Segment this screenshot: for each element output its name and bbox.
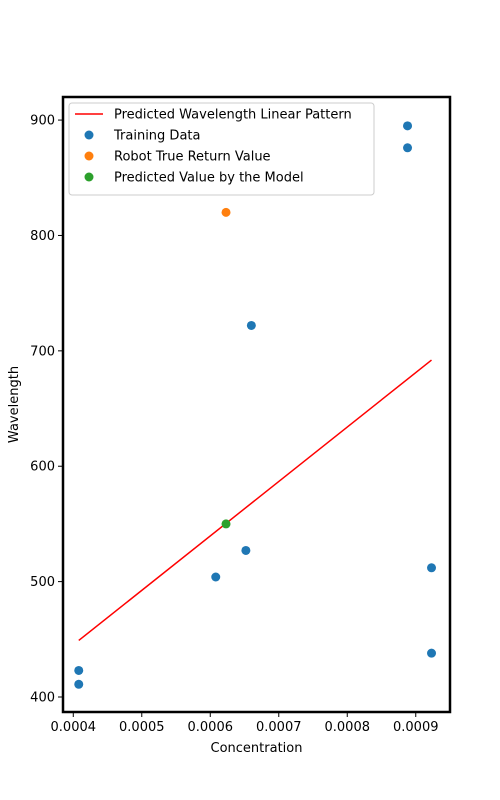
legend-entry-2: Robot True Return Value — [114, 150, 271, 165]
legend: Predicted Wavelength Linear Pattern Train… — [68, 102, 375, 196]
data-point-3-0 — [221, 519, 231, 529]
legend-entry-1: Training Data — [113, 129, 200, 144]
plot-frame — [61, 95, 452, 714]
data-point-1-3 — [241, 545, 251, 555]
x-tick-label: 0.0006 — [188, 720, 234, 735]
data-point-2-0 — [221, 207, 231, 217]
legend-swatch-3 — [84, 172, 94, 182]
x-tick-label: 0.0004 — [51, 720, 97, 735]
data-point-1-1 — [74, 679, 84, 689]
x-axis-ticks: 0.0004 0.0005 0.0006 0.0007 0.0008 0.0009 — [51, 712, 439, 735]
x-axis-label: Concentration — [211, 741, 303, 756]
data-point-1-0 — [74, 665, 84, 675]
y-tick-label: 400 — [30, 691, 55, 706]
legend-frame — [68, 102, 375, 196]
y-axis-label: Wavelength — [7, 366, 22, 443]
x-tick-label: 0.0008 — [325, 720, 371, 735]
y-axis-ticks: 400 500 600 700 800 900 — [30, 114, 63, 706]
y-tick-label: 900 — [30, 114, 55, 129]
y-tick-label: 700 — [30, 344, 55, 359]
y-tick-label: 500 — [30, 575, 55, 590]
plot-marks — [74, 121, 437, 689]
data-point-1-2 — [211, 572, 221, 582]
y-tick-label: 800 — [30, 229, 55, 244]
legend-entry-3: Predicted Value by the Model — [114, 171, 304, 186]
legend-swatch-1 — [84, 130, 94, 140]
x-tick-label: 0.0009 — [393, 720, 439, 735]
data-point-1-5 — [403, 121, 413, 131]
data-point-1-7 — [427, 563, 437, 573]
y-tick-label: 600 — [30, 460, 55, 475]
x-tick-label: 0.0007 — [256, 720, 302, 735]
series-line-0 — [78, 359, 432, 642]
legend-entry-0: Predicted Wavelength Linear Pattern — [114, 108, 352, 123]
data-point-1-4 — [246, 320, 256, 330]
data-point-1-6 — [403, 143, 413, 153]
x-tick-label: 0.0005 — [119, 720, 165, 735]
legend-swatch-2 — [84, 151, 94, 161]
data-point-1-8 — [427, 648, 437, 658]
